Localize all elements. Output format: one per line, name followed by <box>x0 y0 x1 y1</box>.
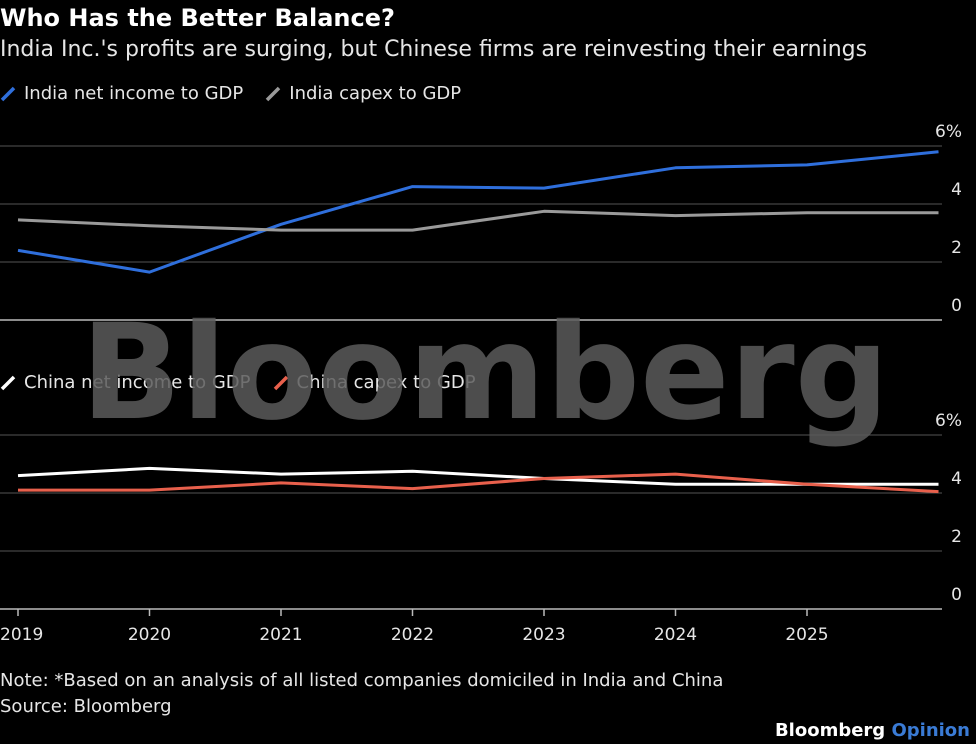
grid-layer <box>0 145 942 616</box>
x-tick-label-4: 2023 <box>522 625 565 645</box>
x-tick-label-1: 2020 <box>128 625 171 645</box>
label-layer: 6% 4 2 0 6% 4 2 0 2019 2020 2021 2022 2023 2024 2025 <box>0 122 962 645</box>
legend-label-china-capex: China capex to GDP <box>296 372 476 393</box>
legend-swatch-china-capex <box>273 375 288 390</box>
x-tick-label-2: 2021 <box>259 625 302 645</box>
x-tick-label-6: 2025 <box>785 625 828 645</box>
brand-main: Bloomberg <box>774 720 886 741</box>
footnote: Note: *Based on an analysis of all liste… <box>0 670 724 691</box>
legend-label-china-net: China net income to GDP <box>24 372 251 393</box>
series-layer <box>17 150 939 494</box>
series-line-top-1 <box>17 209 939 232</box>
legend-item-china-net: China net income to GDP <box>0 372 251 393</box>
y-tick-label-bottom-2: 2 <box>951 527 962 547</box>
y-tick-label-top-3: 0 <box>951 296 962 316</box>
x-tick-label-0: 2019 <box>0 625 43 645</box>
legend-swatch-india-net <box>0 86 16 101</box>
chart-subtitle: India Inc.'s profits are surging, but Ch… <box>0 37 868 62</box>
x-tick-label-3: 2022 <box>391 625 434 645</box>
source-line: Source: Bloomberg <box>0 696 172 717</box>
legend-top: India net income to GDP India capex to G… <box>0 83 483 104</box>
legend-label-india-capex: India capex to GDP <box>289 83 462 104</box>
legend-label-india-net: India net income to GDP <box>24 83 244 104</box>
brand-logo: Bloomberg Opinion <box>775 720 970 741</box>
chart-title: Who Has the Better Balance? <box>0 4 395 32</box>
y-tick-label-bottom-3: 0 <box>951 585 962 605</box>
legend-item-india-capex: India capex to GDP <box>265 83 461 104</box>
legend-bottom: China net income to GDP China capex to G… <box>0 372 498 393</box>
series-line-bottom-0 <box>17 466 939 486</box>
series-line-bottom-1 <box>18 472 939 494</box>
x-tick-label-5: 2024 <box>654 625 697 645</box>
legend-item-china-capex: China capex to GDP <box>273 372 476 393</box>
legend-swatch-china-net <box>0 375 16 390</box>
y-tick-label-top-0: 6% <box>935 122 962 142</box>
y-tick-label-top-1: 4 <box>951 180 962 200</box>
y-tick-label-top-2: 2 <box>951 238 962 258</box>
legend-swatch-india-capex <box>266 86 281 101</box>
y-tick-label-bottom-1: 4 <box>951 469 962 489</box>
y-tick-label-bottom-0: 6% <box>935 411 962 431</box>
legend-item-india-net: India net income to GDP <box>0 83 243 104</box>
brand-accent: Opinion <box>891 720 970 741</box>
bloomberg-watermark: Bloomberg <box>81 296 889 450</box>
series-line-top-0 <box>17 150 939 274</box>
